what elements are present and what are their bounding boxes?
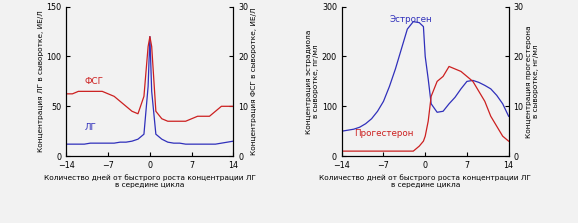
Y-axis label: Концентрация прогестерона
в сыворотке, нг/мл: Концентрация прогестерона в сыворотке, н… [527,25,539,138]
Y-axis label: Концентрация ЛГ в сыворотке, ИЕ/Л: Концентрация ЛГ в сыворотке, ИЕ/Л [38,10,44,152]
Text: Прогестерон: Прогестерон [354,129,413,138]
X-axis label: Количество дней от быстрого роста концентрации ЛГ
в середине цикла: Количество дней от быстрого роста концен… [44,174,256,188]
Text: ФСГ: ФСГ [84,77,103,86]
X-axis label: Количество дней от быстрого роста концентрации ЛГ
в середине цикла: Количество дней от быстрого роста концен… [319,174,531,188]
Text: ЛГ: ЛГ [84,123,96,132]
Text: Эстроген: Эстроген [390,15,432,24]
Y-axis label: Концентрация эстрадиола
в сыворотке, пг/мл: Концентрация эстрадиола в сыворотке, пг/… [306,29,319,134]
Y-axis label: Концентрация ФСГ в сыворотке, ИЕ/Л: Концентрация ФСГ в сыворотке, ИЕ/Л [251,8,257,155]
